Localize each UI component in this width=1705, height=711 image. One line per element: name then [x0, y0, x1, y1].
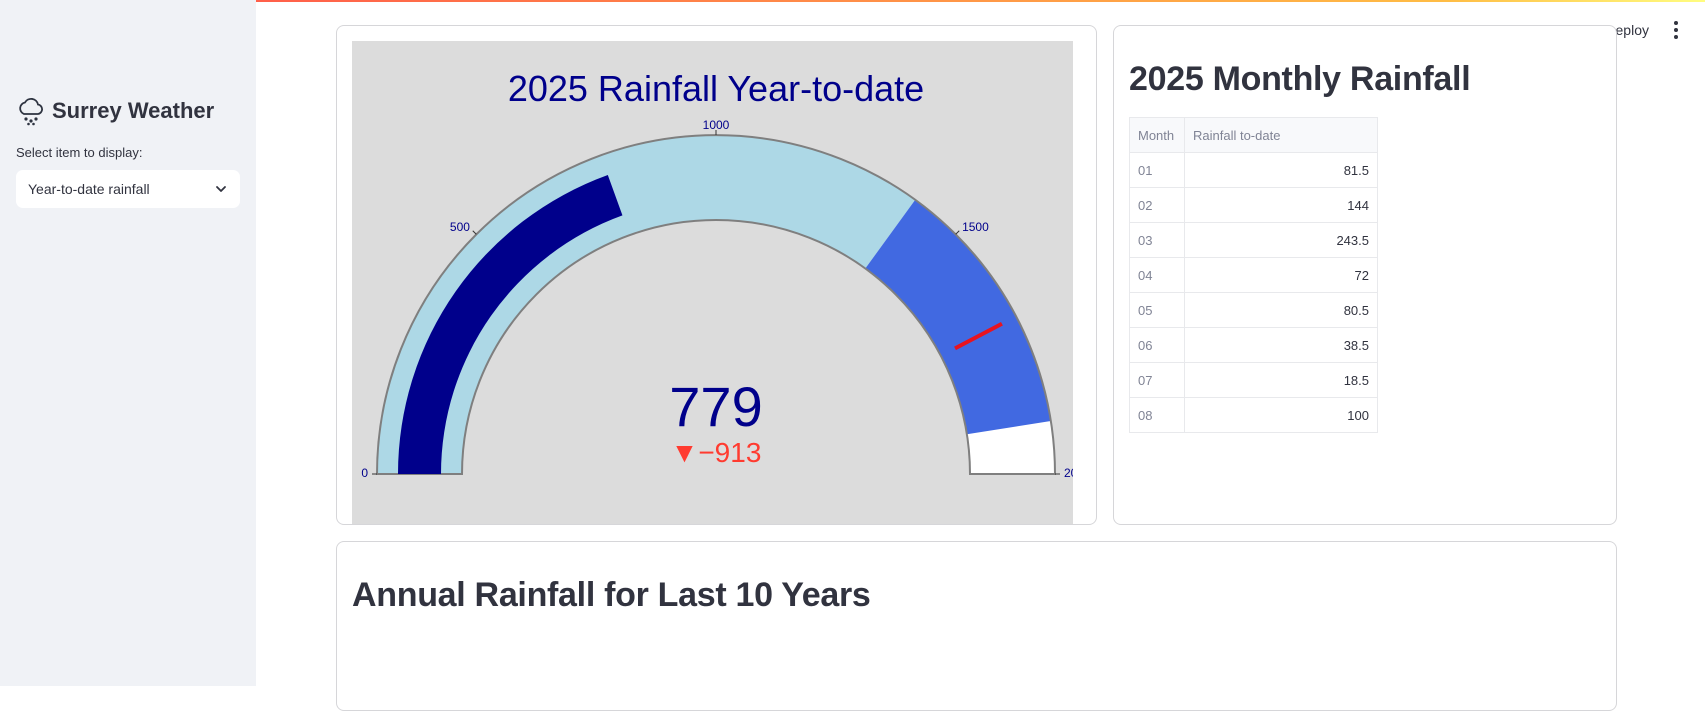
sidebar-title: Surrey Weather — [52, 98, 215, 123]
month-cell[interactable]: 03 — [1129, 222, 1185, 258]
annual-rainfall-card: Annual Rainfall for Last 10 Years — [336, 541, 1617, 711]
gauge-tick — [955, 230, 960, 235]
rainfall-cell[interactable]: 72 — [1184, 257, 1378, 293]
gauge-tick — [472, 230, 477, 235]
gauge-delta: ▼−913 — [671, 437, 762, 468]
select-value: Year-to-date rainfall — [28, 181, 150, 197]
table-row: 07 18.5 — [1129, 362, 1378, 398]
gauge-tick-label: 0 — [361, 466, 368, 480]
rainfall-cell[interactable]: 80.5 — [1184, 292, 1378, 328]
gauge-step-1 — [377, 134, 916, 474]
table-row: 06 38.5 — [1129, 327, 1378, 363]
table-row: 04 72 — [1129, 257, 1378, 293]
top-decoration-bar — [0, 0, 1705, 2]
month-cell[interactable]: 02 — [1129, 187, 1185, 223]
select-label: Select item to display: — [16, 145, 143, 160]
main-menu-icon[interactable] — [1667, 18, 1685, 42]
month-cell[interactable]: 06 — [1129, 327, 1185, 363]
gauge-threshold-marker — [954, 321, 1003, 351]
gauge-chart: 2025 Rainfall Year-to-date 0 500 1000 1500 2… — [352, 41, 1091, 524]
gauge-outline — [375, 134, 1057, 475]
rainfall-cell[interactable]: 144 — [1184, 187, 1378, 223]
gauge-card: 2025 Rainfall Year-to-date 0 500 1000 1500 2… — [336, 25, 1097, 525]
sidebar-brand: Surrey Weather — [16, 96, 214, 126]
chevron-down-icon — [216, 186, 226, 192]
month-cell[interactable]: 04 — [1129, 257, 1185, 293]
rainfall-cell[interactable]: 38.5 — [1184, 327, 1378, 363]
gauge-tick-label: 2000 — [1064, 466, 1073, 480]
month-cell[interactable]: 05 — [1129, 292, 1185, 328]
gauge-value: 779 — [669, 375, 762, 438]
rainfall-cell[interactable]: 243.5 — [1184, 222, 1378, 258]
table-row: 03 243.5 — [1129, 222, 1378, 258]
gauge-tick-label: 500 — [450, 220, 470, 234]
table-row: 02 144 — [1129, 187, 1378, 223]
month-cell[interactable]: 01 — [1129, 152, 1185, 188]
rainfall-cell[interactable]: 18.5 — [1184, 362, 1378, 398]
gauge-value-bar — [398, 174, 623, 474]
column-header-rainfall[interactable]: Rainfall to-date — [1184, 117, 1378, 153]
sidebar: Surrey Weather Select item to display: Y… — [0, 0, 256, 686]
table-row: 01 81.5 — [1129, 152, 1378, 188]
table-row: 08 100 — [1129, 397, 1378, 433]
rainfall-cell[interactable]: 100 — [1184, 397, 1378, 433]
table-row: 05 80.5 — [1129, 292, 1378, 328]
monthly-rainfall-title: 2025 Monthly Rainfall — [1129, 60, 1471, 98]
month-cell[interactable]: 07 — [1129, 362, 1185, 398]
gauge-title: 2025 Rainfall Year-to-date — [508, 68, 924, 109]
column-header-month[interactable]: Month — [1129, 117, 1185, 153]
gauge-tick-label: 1500 — [962, 220, 989, 234]
display-item-select[interactable]: Year-to-date rainfall — [16, 170, 240, 208]
monthly-rainfall-table[interactable]: Month Rainfall to-date 01 81.5 02 144 03 24… — [1129, 117, 1378, 433]
monthly-rainfall-card: 2025 Monthly Rainfall Month Rainfall to-… — [1113, 25, 1617, 525]
rain-cloud-icon — [19, 98, 43, 126]
gauge-tick-label: 1000 — [703, 118, 730, 132]
gauge-step-2 — [865, 199, 1051, 435]
header-actions: Deploy — [1605, 18, 1685, 42]
annual-rainfall-title: Annual Rainfall for Last 10 Years — [352, 576, 871, 614]
rainfall-cell[interactable]: 81.5 — [1184, 152, 1378, 188]
month-cell[interactable]: 08 — [1129, 397, 1185, 433]
